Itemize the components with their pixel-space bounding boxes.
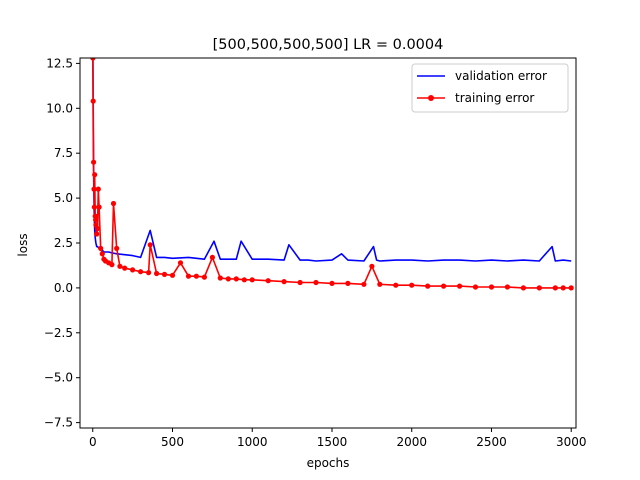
series-point-training-error (472, 284, 479, 290)
series-point-training-error (241, 277, 247, 283)
series-point-training-error (504, 284, 510, 290)
y-tick-label: −5.0 (44, 371, 73, 385)
x-tick-label: 1500 (317, 435, 348, 449)
series-point-training-error (568, 285, 574, 291)
series-point-training-error (154, 270, 160, 277)
series-point-training-error (122, 265, 128, 271)
axes: 0 500 1000 1500 2000 2500 3000 −7.5 −5.0 −2.5 0.0 2… (44, 56, 587, 449)
series-point-training-error (91, 204, 97, 210)
series-point-training-error (110, 200, 117, 207)
series-point-training-error (233, 276, 239, 282)
series-point-training-error (193, 273, 199, 279)
series-point-training-error (265, 278, 271, 284)
y-axis-label: loss (16, 233, 30, 256)
y-tick-label: 2.5 (54, 236, 73, 250)
series-point-training-error (92, 172, 98, 178)
x-tick-label: 2500 (476, 435, 507, 449)
series-point-training-error (313, 279, 319, 286)
series-point-training-error (117, 263, 123, 269)
series-point-training-error (361, 281, 367, 287)
series-point-training-error (209, 254, 215, 260)
y-tick-label: 12.5 (46, 56, 73, 70)
y-tick-label: 0.0 (54, 281, 73, 295)
series-point-training-error (99, 251, 105, 257)
x-tick-label: 500 (161, 435, 184, 449)
legend-label-validation: validation error (455, 69, 547, 83)
y-tick-label: 5.0 (54, 191, 73, 205)
series-point-training-error (91, 159, 97, 165)
x-tick-label: 1000 (237, 435, 268, 449)
series-point-training-error (536, 285, 542, 291)
axes-frame (79, 57, 577, 429)
series-point-training-error (249, 277, 255, 283)
x-tick-label: 0 (89, 435, 97, 449)
series-point-training-error (130, 267, 136, 273)
series-point-training-error (147, 242, 153, 248)
series-point-training-error (457, 283, 463, 289)
series-point-training-error (90, 98, 96, 104)
series-point-training-error (409, 282, 415, 288)
series-point-training-error (345, 280, 351, 286)
series-point-training-error (161, 271, 168, 277)
series-point-training-error (138, 269, 144, 275)
series-point-training-error (297, 279, 303, 286)
series-point-training-error (94, 226, 101, 232)
series-point-training-error (560, 285, 566, 291)
x-tick-label: 2000 (396, 435, 427, 449)
series-point-training-error (329, 280, 335, 286)
series-point-training-error (217, 275, 223, 281)
series-point-training-error (520, 285, 527, 291)
series-point-training-error (425, 283, 431, 289)
series-point-training-error (552, 285, 558, 291)
series-point-training-error (93, 217, 99, 223)
legend: validation error training error (411, 63, 569, 113)
series-point-training-error (441, 283, 447, 289)
series-point-training-error (177, 260, 184, 266)
plot-area (90, 58, 574, 291)
y-tick-label: 10.0 (46, 101, 73, 115)
series-point-training-error (90, 58, 96, 61)
series-point-training-error (393, 282, 399, 288)
legend-box (411, 63, 569, 113)
legend-marker-training (428, 95, 434, 101)
series-point-training-error (169, 272, 176, 278)
series-point-training-error (146, 270, 152, 276)
series-point-training-error (488, 284, 495, 290)
series-point-training-error (185, 273, 192, 279)
series-point-training-error (98, 245, 104, 251)
series-point-training-error (114, 245, 120, 251)
series-point-training-error (91, 186, 97, 192)
series-point-training-error (201, 274, 207, 280)
legend-label-training: training error (455, 91, 534, 105)
series-point-training-error (225, 276, 231, 282)
y-tick-label: −2.5 (44, 326, 73, 340)
series-point-training-error (95, 186, 101, 192)
series-line-training-error (92, 58, 572, 289)
x-tick-label: 3000 (556, 435, 587, 449)
series-point-training-error (377, 281, 383, 287)
series-point-training-error (109, 262, 115, 268)
x-axis-label: epochs (307, 456, 350, 470)
series-point-training-error (94, 231, 100, 237)
series-point-training-error (281, 279, 287, 285)
y-tick-label: 7.5 (54, 146, 73, 160)
series-point-training-error (96, 204, 102, 210)
y-tick-label: −7.5 (44, 416, 73, 430)
chart-title: [500,500,500,500] LR = 0.0004 (213, 37, 444, 53)
series-point-training-error (369, 263, 375, 269)
